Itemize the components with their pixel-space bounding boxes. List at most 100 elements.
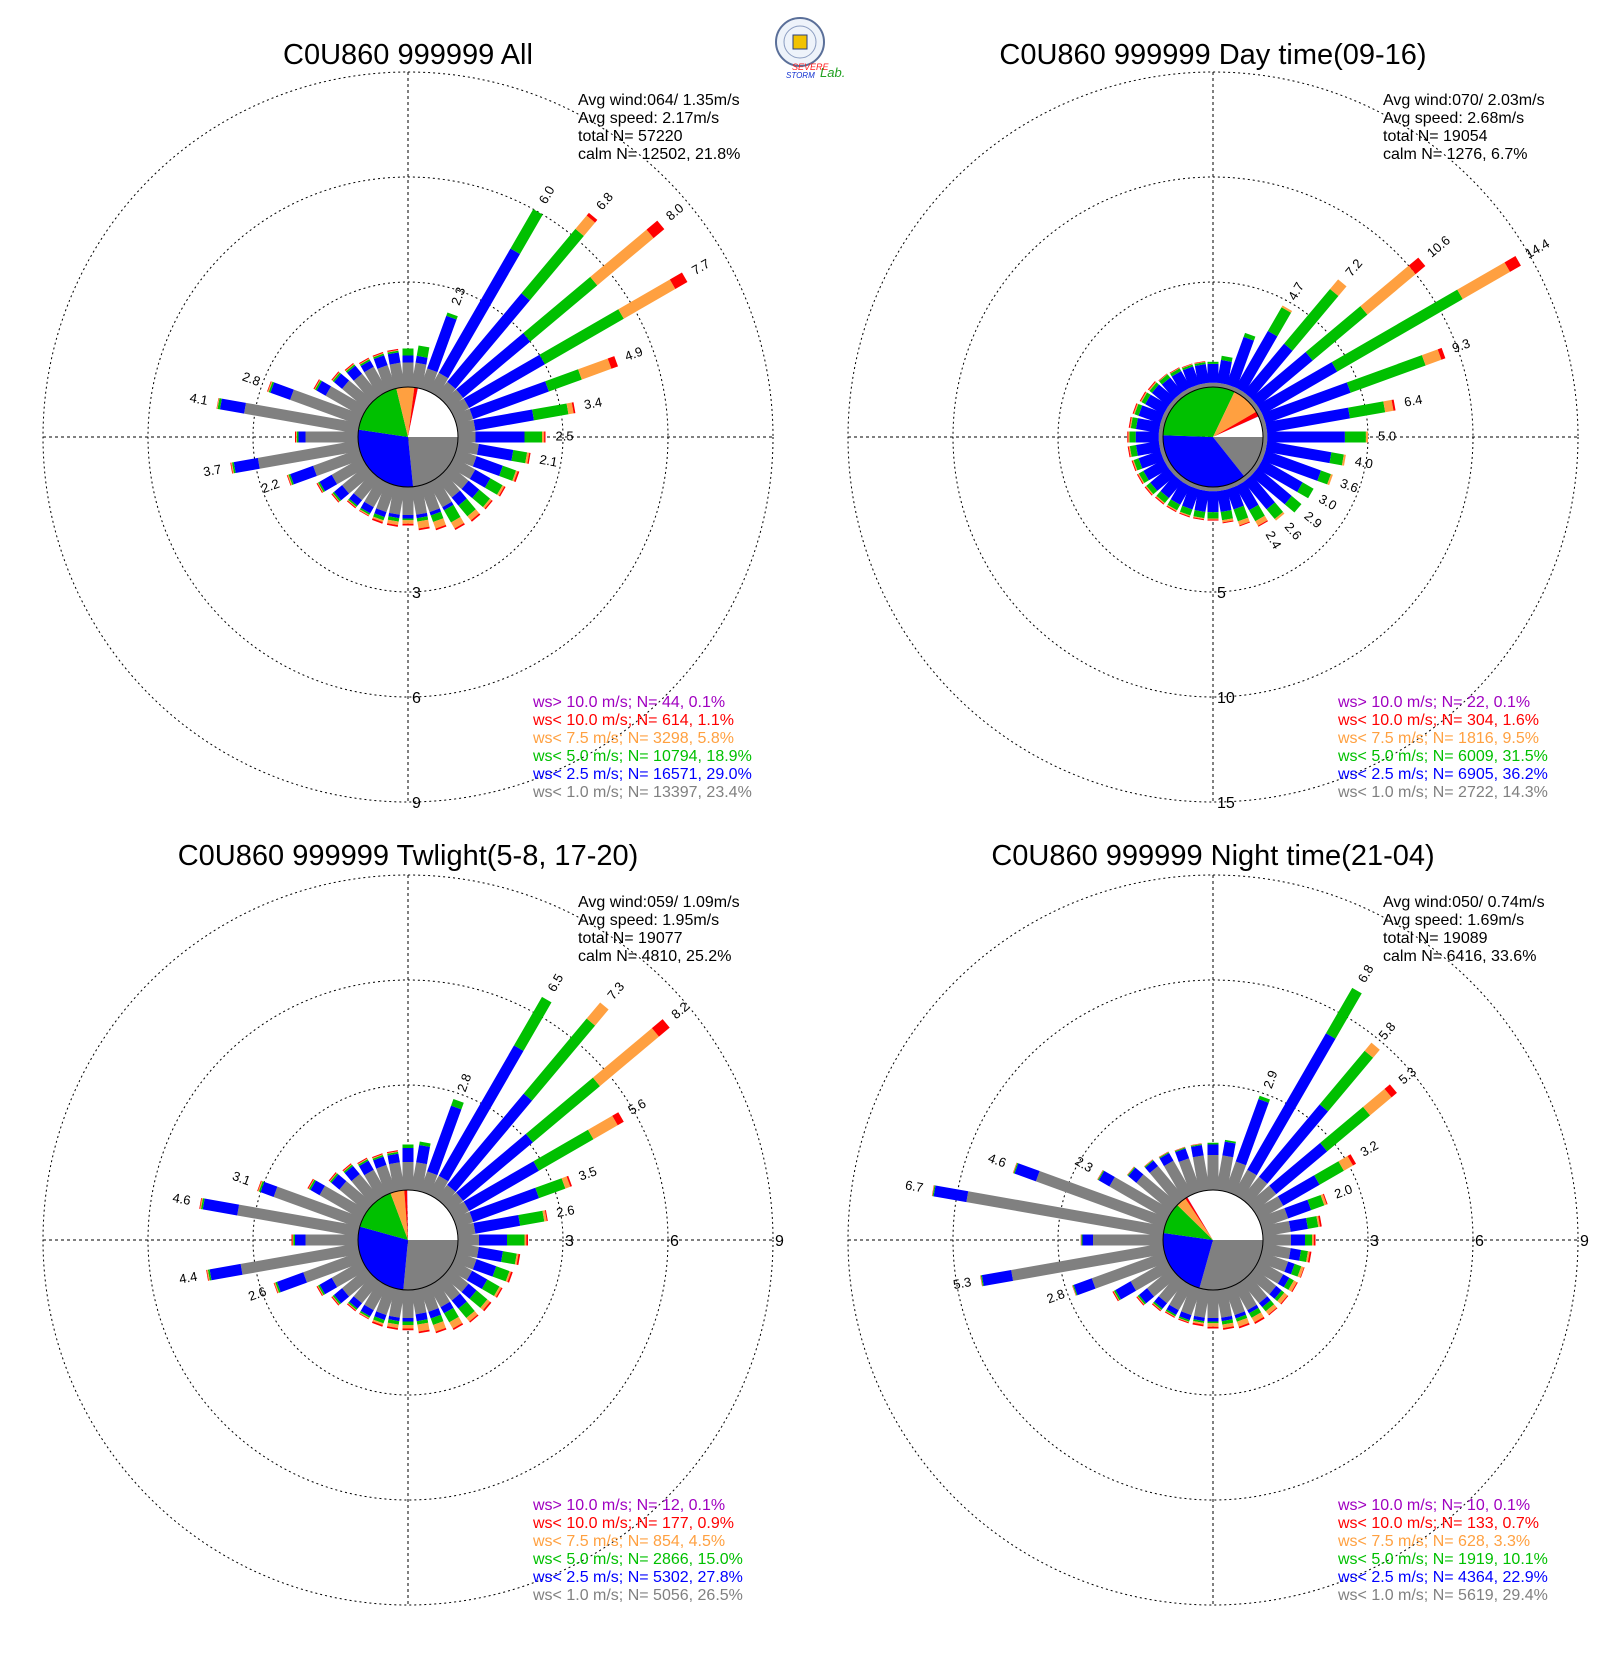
bar-segment: [1284, 1261, 1295, 1275]
bar-segment: [1237, 517, 1250, 526]
bar-segment: [292, 1234, 294, 1246]
bar-segment: [415, 355, 428, 365]
wind-rose-panel: 5 10 15 4.7 7.2 10.6 14.4 9.3 6.4 5.0 4.0 3.63.02.9…: [847, 39, 1579, 812]
direction-bar: [1127, 431, 1163, 443]
bar-segment: [1316, 1215, 1321, 1228]
bar-segment: [1138, 450, 1164, 469]
bar-segment: [472, 1259, 497, 1277]
direction-bar: [453, 1175, 572, 1229]
bar-segment: [1437, 347, 1446, 360]
bar-segment: [419, 482, 440, 513]
bar-segment: [453, 448, 477, 467]
bar-segment: [358, 510, 369, 517]
direction-bar: [1132, 403, 1168, 426]
bar-segment: [402, 487, 414, 515]
direction-bar: [1144, 1159, 1186, 1206]
bar-segment: [1291, 1234, 1305, 1246]
bar-segment: [1216, 1288, 1232, 1318]
bar-segment: [358, 1159, 369, 1167]
bar-segment: [1137, 473, 1145, 484]
bar-segment: [1192, 1321, 1204, 1325]
bar-segment: [1347, 1154, 1357, 1166]
bar-segment: [518, 1210, 545, 1226]
bar-segment: [1130, 1260, 1173, 1291]
bar-segment: [433, 518, 446, 529]
bar-segment: [257, 440, 360, 469]
ring-label: 3: [412, 585, 421, 602]
bar-segment: [342, 380, 374, 410]
bar-segment: [310, 1180, 326, 1196]
stats-line: Avg wind:059/ 1.09m/s: [578, 894, 740, 911]
bar-segment: [1128, 416, 1132, 428]
bar-segment: [463, 1161, 539, 1212]
bar-segment: [274, 1282, 280, 1294]
bar-segment: [1258, 1104, 1329, 1184]
bar-value-label: 4.0: [1354, 454, 1374, 472]
ring-label: 3: [1370, 1233, 1379, 1250]
direction-bar: [442, 464, 493, 510]
bar-segment: [402, 1318, 414, 1322]
bar-segment: [587, 1115, 618, 1140]
bar-segment: [1247, 1267, 1277, 1295]
bar-segment: [523, 1018, 596, 1101]
bar-segment: [402, 348, 414, 356]
bar-segment: [430, 511, 444, 523]
bar-segment: [1113, 1290, 1120, 1301]
bar-segment: [1189, 482, 1202, 490]
bar-value-label: 5.8: [1375, 1019, 1398, 1042]
bar-segment: [417, 519, 430, 529]
bar-segment: [359, 509, 370, 516]
bar-segment: [286, 475, 292, 486]
bar-segment: [447, 1093, 533, 1192]
direction-bar: [230, 440, 360, 474]
bar-segment: [1143, 459, 1169, 481]
bar-segment: [1235, 481, 1259, 511]
bar-segment: [339, 1181, 374, 1213]
bar-value-label: 3.1: [230, 1168, 252, 1188]
bar-segment: [1221, 1315, 1233, 1322]
pie-slice: [1163, 435, 1245, 488]
bar-segment: [1236, 1317, 1250, 1327]
bar-segment: [1364, 1042, 1380, 1058]
bar-segment: [305, 431, 358, 443]
direction-bar: [1261, 399, 1396, 434]
bar-segment: [346, 500, 357, 509]
bar-segment: [1144, 486, 1153, 496]
bar-segment: [298, 431, 306, 443]
direction-bar: [428, 1280, 464, 1331]
bar-segment: [1163, 1160, 1193, 1200]
bar-segment: [1190, 1143, 1202, 1146]
pie-slice: [1177, 1198, 1213, 1240]
bar-segment: [443, 504, 461, 523]
bar-segment: [1012, 1162, 1017, 1174]
ring-label: 9: [1580, 1233, 1589, 1250]
stats-line: calm N= 1276, 6.7%: [1383, 146, 1528, 163]
stats-line: total N= 19077: [578, 930, 683, 947]
bar-segment: [1207, 361, 1219, 364]
bar-segment: [1327, 474, 1333, 486]
bar-segment: [1158, 1151, 1169, 1158]
direction-bar: [206, 1243, 360, 1281]
direction-bar: [1127, 440, 1165, 458]
bar-segment: [1312, 1234, 1314, 1246]
bar-value-label: 7.7: [689, 256, 712, 278]
bar-segment: [291, 1234, 293, 1246]
bar-segment: [1268, 1307, 1278, 1316]
direction-bar: [442, 1267, 492, 1312]
bar-segment: [669, 272, 688, 290]
direction-bar: [1253, 1154, 1357, 1220]
bar-segment: [317, 1285, 324, 1296]
bar-segment: [1169, 367, 1180, 374]
logo-text-storm: STORM: [786, 71, 815, 80]
bar-segment: [364, 1280, 388, 1311]
bar-value-label: 2.3: [448, 285, 468, 307]
bar-segment: [402, 515, 414, 519]
bar-segment: [1207, 1323, 1219, 1327]
bar-segment: [1320, 1194, 1327, 1206]
bar-segment: [1235, 1314, 1248, 1322]
bar-segment: [372, 351, 384, 357]
bar-segment: [1284, 288, 1339, 351]
bar-segment: [1234, 1311, 1247, 1319]
bar-segment: [376, 482, 397, 513]
bar-segment: [1243, 343, 1293, 400]
